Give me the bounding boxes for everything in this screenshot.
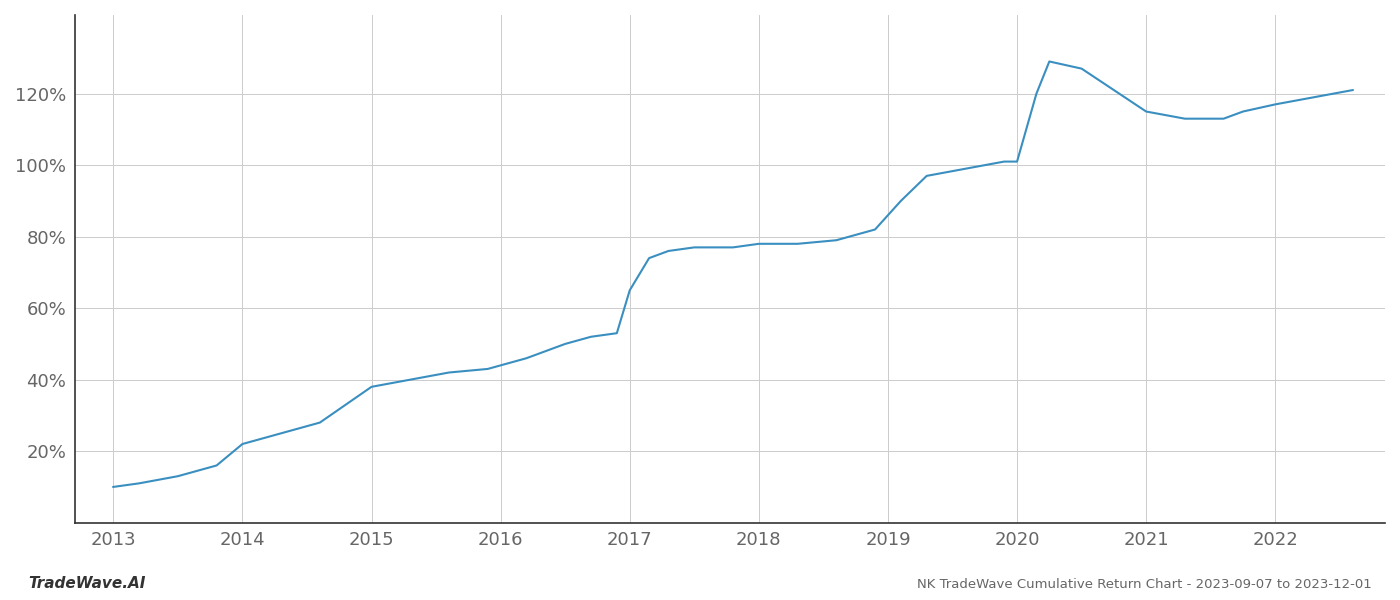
Text: TradeWave.AI: TradeWave.AI bbox=[28, 576, 146, 591]
Text: NK TradeWave Cumulative Return Chart - 2023-09-07 to 2023-12-01: NK TradeWave Cumulative Return Chart - 2… bbox=[917, 578, 1372, 591]
